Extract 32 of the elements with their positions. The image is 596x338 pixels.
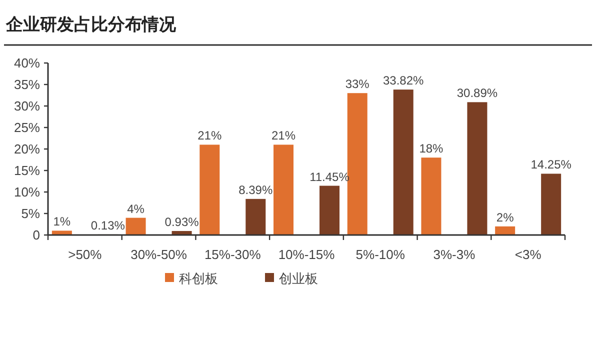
y-tick-label: 15% xyxy=(14,163,40,178)
legend-label: 创业板 xyxy=(279,271,318,286)
y-tick-label: 40% xyxy=(14,56,40,70)
data-label: 18% xyxy=(419,142,444,156)
x-tick-label: 10%-15% xyxy=(278,247,336,262)
data-label: 30.89% xyxy=(456,86,498,100)
data-label: 0.13% xyxy=(90,218,126,232)
y-tick-label: 5% xyxy=(21,206,40,221)
data-label: 4% xyxy=(127,202,145,216)
x-tick-label: 30%-50% xyxy=(130,247,188,262)
y-tick-label: 20% xyxy=(14,142,40,156)
data-label: 2% xyxy=(496,210,514,224)
data-label: 14.25% xyxy=(530,158,572,172)
data-label: 0.93% xyxy=(164,215,200,229)
data-label: 1% xyxy=(53,214,71,229)
data-label: 21% xyxy=(198,128,222,143)
data-label: 33.82% xyxy=(383,74,424,88)
x-tick-label: >50% xyxy=(68,247,102,262)
y-tick-label: 35% xyxy=(14,77,40,92)
title: 企业研发占比分布情况 xyxy=(6,15,176,34)
x-tick-label: 5%-10% xyxy=(356,247,406,262)
y-tick-label: 25% xyxy=(14,120,40,135)
x-tick-label: <3% xyxy=(514,247,542,262)
x-tick-label: 15%-30% xyxy=(204,247,262,262)
y-tick-label: 0 xyxy=(32,228,40,242)
y-tick-label: 30% xyxy=(14,98,40,114)
data-label: 21% xyxy=(271,128,296,143)
y-tick-label: 10% xyxy=(14,184,40,200)
data-label: 8.39% xyxy=(238,182,273,197)
data-label: 33% xyxy=(345,77,370,92)
x-tick-label: 3%-3% xyxy=(433,247,476,262)
legend-label: 科创板 xyxy=(179,271,218,286)
